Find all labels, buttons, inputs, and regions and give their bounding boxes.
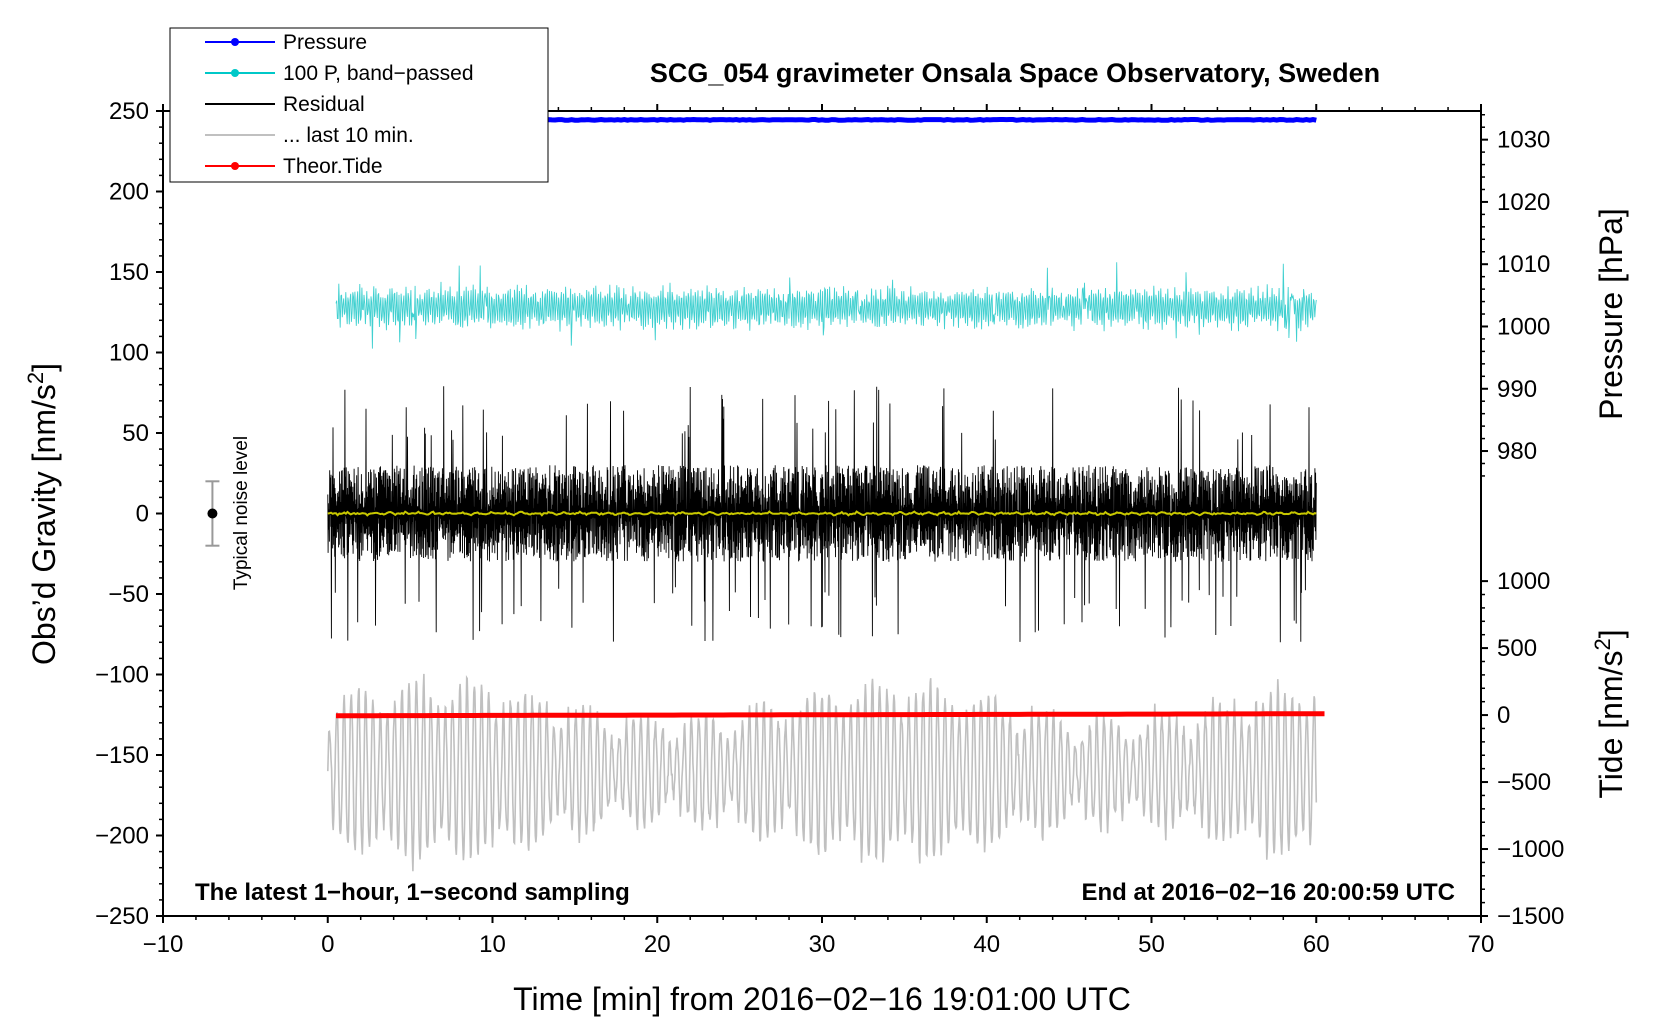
legend-marker xyxy=(231,38,239,46)
legend-label: Residual xyxy=(283,93,365,116)
tide-tick-label: −1500 xyxy=(1497,903,1564,930)
trace-residual-smoothed xyxy=(327,510,1317,517)
legend-label: Theor.Tide xyxy=(283,155,383,178)
y-tick-label: 150 xyxy=(109,259,149,286)
x-tick-label: 70 xyxy=(1468,931,1495,958)
y-axis-label-tide: Tide [nm/s2] xyxy=(1590,629,1629,798)
noise-level-label: Typical noise level xyxy=(231,436,252,590)
x-tick-label: 60 xyxy=(1303,931,1330,958)
x-tick-label: 20 xyxy=(644,931,671,958)
x-axis-label: Time [min] from 2016−02−16 19:01:00 UTC xyxy=(513,981,1131,1017)
y-tick-label: 250 xyxy=(109,98,149,125)
chart-title: SCG_054 gravimeter Onsala Space Observat… xyxy=(650,58,1380,88)
pressure-tick-label: 980 xyxy=(1497,438,1537,465)
tide-tick-label: 1000 xyxy=(1497,568,1550,595)
note-left: The latest 1−hour, 1−second sampling xyxy=(195,879,630,906)
data-traces xyxy=(205,116,1325,872)
y-tick-label: −100 xyxy=(95,662,149,689)
y-label-left-sup: 2 xyxy=(23,372,48,384)
y-tick-label: −50 xyxy=(108,581,149,608)
legend-label: Pressure xyxy=(283,31,367,54)
legend-label: 100 P, band−passed xyxy=(283,62,474,85)
tide-tick-label: −500 xyxy=(1497,769,1551,796)
y-tick-label: 50 xyxy=(122,420,149,447)
x-tick-label: −10 xyxy=(143,931,184,958)
y-tick-label: −250 xyxy=(95,903,149,930)
y-tick-label: −150 xyxy=(95,742,149,769)
note-right: End at 2016−02−16 20:00:59 UTC xyxy=(1081,879,1455,906)
x-tick-label: 30 xyxy=(809,931,836,958)
y-tick-label: −200 xyxy=(95,823,149,850)
noise-dot xyxy=(207,508,218,519)
tide-tick-label: 500 xyxy=(1497,635,1537,662)
x-tick-label: 40 xyxy=(973,931,1000,958)
y-tick-label: 0 xyxy=(136,501,149,528)
y-label-left-main: Obs’d Gravity [nm/s xyxy=(26,384,62,665)
legend-label: ... last 10 min. xyxy=(283,124,414,147)
y-label-tide-tail: ] xyxy=(1593,629,1629,638)
y-axis-label-left: Obs’d Gravity [nm/s2] xyxy=(23,363,62,665)
y-label-left-tail: ] xyxy=(26,363,62,372)
tide-tick-label: −1000 xyxy=(1497,836,1564,863)
y-axis-label-pressure: Pressure [hPa] xyxy=(1593,208,1629,420)
x-tick-label: 0 xyxy=(321,931,334,958)
y-label-tide-sup: 2 xyxy=(1590,638,1615,650)
trace-last-10-min xyxy=(327,673,1318,872)
legend: Pressure 100 P, band−passed Residual ... la… xyxy=(169,27,549,183)
trace-residual xyxy=(327,386,1317,643)
pressure-tick-label: 1030 xyxy=(1497,127,1550,154)
pressure-tick-label: 990 xyxy=(1497,376,1537,403)
legend-marker xyxy=(231,69,239,77)
axis-ticks: −10 0 10 20 30 40 50 60 70250200150100500−50−100… xyxy=(95,98,1564,958)
tide-tick-label: 0 xyxy=(1497,702,1510,729)
legend-marker xyxy=(231,162,239,170)
y-tick-label: 200 xyxy=(109,179,149,206)
trace-pressure-bandpassed xyxy=(335,262,1317,349)
pressure-tick-label: 1000 xyxy=(1497,313,1550,340)
x-tick-label: 10 xyxy=(479,931,506,958)
x-tick-label: 50 xyxy=(1138,931,1165,958)
y-tick-label: 100 xyxy=(109,340,149,367)
y-label-tide-main: Tide [nm/s xyxy=(1593,650,1629,798)
pressure-tick-label: 1010 xyxy=(1497,251,1550,278)
pressure-tick-label: 1020 xyxy=(1497,189,1550,216)
trace-theoretical-tide xyxy=(336,711,1325,719)
